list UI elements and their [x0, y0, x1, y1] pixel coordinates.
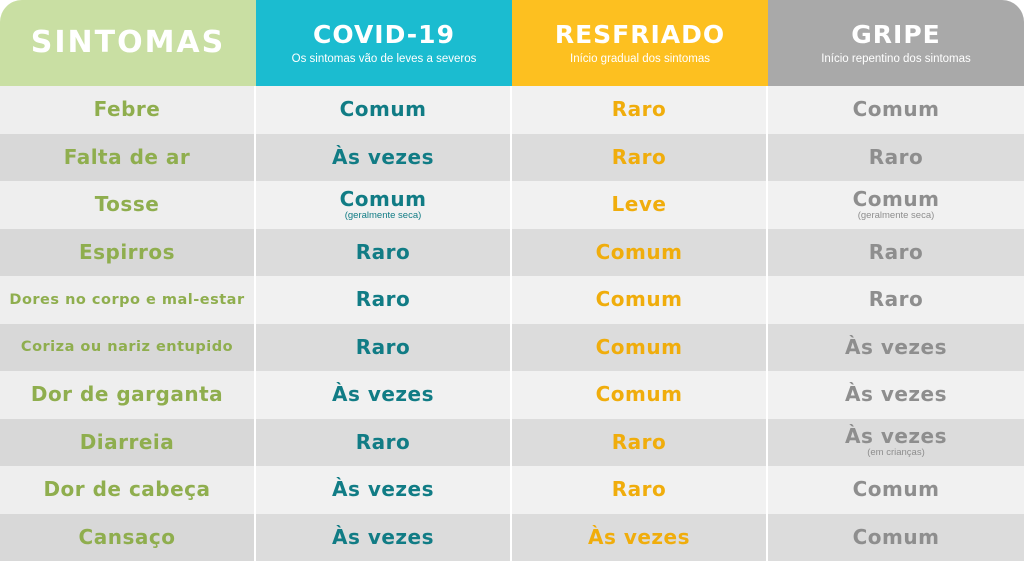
header-covid-subtitle: Os sintomas vão de leves a severos — [291, 52, 477, 65]
symptom-cell-text: Falta de ar — [63, 144, 191, 169]
cold-cell: Comum — [512, 323, 768, 371]
header-flu: GRIPE Início repentino dos sintomas — [768, 0, 1024, 86]
flu-cell-text: Comum — [852, 186, 940, 211]
header-cold-subtitle: Início gradual dos sintomas — [570, 52, 710, 65]
symptom-cell: Dores no corpo e mal-estar — [0, 276, 256, 324]
covid-cell-text: Comum — [339, 97, 427, 122]
cold-cell: Raro — [512, 418, 768, 466]
flu-cell-text: Raro — [868, 239, 924, 264]
flu-cell: Raro — [768, 276, 1024, 324]
symptom-cell: Febre — [0, 86, 256, 134]
cold-cell: Comum — [512, 276, 768, 324]
header-covid: COVID-19 Os sintomas vão de leves a seve… — [256, 0, 512, 86]
flu-cell-text: Às vezes — [844, 424, 948, 449]
flu-cell-note: (geralmente seca) — [857, 209, 935, 221]
flu-cell: Às vezes — [768, 323, 1024, 371]
symptom-cell: Dor de garganta — [0, 371, 256, 419]
flu-cell: Raro — [768, 133, 1024, 181]
symptom-cell: Dor de cabeça — [0, 466, 256, 514]
covid-cell: Comum (geralmente seca) — [256, 181, 512, 229]
flu-cell: Comum (geralmente seca) — [768, 181, 1024, 229]
symptom-cell-text: Cansaço — [78, 524, 176, 549]
symptom-cell: Espirros — [0, 228, 256, 276]
header-symptoms: SINTOMAS — [0, 0, 256, 86]
cold-cell: Leve — [512, 181, 768, 229]
cold-cell-text: Comum — [595, 382, 683, 407]
symptom-cell-text: Espirros — [78, 239, 176, 264]
covid-cell-text: Comum — [339, 186, 427, 211]
cold-cell-text: Comum — [595, 334, 683, 359]
covid-cell-text: Às vezes — [331, 524, 435, 549]
cold-cell: Comum — [512, 228, 768, 276]
covid-cell-text: Raro — [355, 287, 411, 312]
cold-cell-text: Raro — [611, 429, 667, 454]
cold-cell: Raro — [512, 86, 768, 134]
covid-cell-text: Às vezes — [331, 382, 435, 407]
cold-cell: Às vezes — [512, 513, 768, 561]
covid-cell: Às vezes — [256, 133, 512, 181]
flu-cell-text: Comum — [852, 477, 940, 502]
covid-cell: Às vezes — [256, 513, 512, 561]
header-flu-title: GRIPE — [851, 19, 941, 49]
flu-cell: Comum — [768, 466, 1024, 514]
flu-cell: Raro — [768, 228, 1024, 276]
covid-cell: Raro — [256, 228, 512, 276]
cold-cell: Comum — [512, 371, 768, 419]
header-symptoms-title: SINTOMAS — [30, 25, 226, 60]
cold-cell-text: Às vezes — [587, 524, 691, 549]
covid-cell-text: Raro — [355, 429, 411, 454]
flu-cell-text: Comum — [852, 97, 940, 122]
covid-cell-text: Raro — [355, 334, 411, 359]
cold-cell-text: Raro — [611, 144, 667, 169]
cold-cell-text: Comum — [595, 287, 683, 312]
covid-cell: Raro — [256, 418, 512, 466]
cold-cell-text: Raro — [611, 97, 667, 122]
symptom-cell: Falta de ar — [0, 133, 256, 181]
symptom-cell: Diarreia — [0, 418, 256, 466]
flu-cell: Comum — [768, 86, 1024, 134]
flu-cell-text: Comum — [852, 524, 940, 549]
symptom-cell-text: Dor de cabeça — [43, 477, 211, 502]
flu-cell-text: Raro — [868, 144, 924, 169]
cold-cell: Raro — [512, 466, 768, 514]
cold-cell-text: Leve — [611, 192, 667, 217]
cold-cell-text: Raro — [611, 477, 667, 502]
cold-cell: Raro — [512, 133, 768, 181]
symptom-cell-text: Tosse — [94, 192, 160, 217]
header-cold-title: RESFRIADO — [554, 19, 726, 49]
flu-cell-text: Às vezes — [844, 334, 948, 359]
flu-cell-text: Às vezes — [844, 382, 948, 407]
covid-cell: Comum — [256, 86, 512, 134]
header-cold: RESFRIADO Início gradual dos sintomas — [512, 0, 768, 86]
symptom-cell: Coriza ou nariz entupido — [0, 323, 256, 371]
covid-cell-note: (geralmente seca) — [344, 209, 422, 221]
header-covid-title: COVID-19 — [313, 19, 455, 49]
cold-cell-text: Comum — [595, 239, 683, 264]
covid-cell: Às vezes — [256, 466, 512, 514]
covid-cell: Às vezes — [256, 371, 512, 419]
symptom-cell-text: Dor de garganta — [30, 382, 224, 407]
covid-cell: Raro — [256, 276, 512, 324]
covid-cell-text: Raro — [355, 239, 411, 264]
symptom-cell-text: Febre — [93, 97, 161, 122]
symptom-cell: Cansaço — [0, 513, 256, 561]
flu-cell: Comum — [768, 513, 1024, 561]
symptom-cell-text: Dores no corpo e mal-estar — [9, 291, 245, 308]
covid-cell-text: Às vezes — [331, 477, 435, 502]
flu-cell-note: (em crianças) — [867, 447, 925, 459]
flu-cell: Às vezes (em crianças) — [768, 418, 1024, 466]
flu-cell: Às vezes — [768, 371, 1024, 419]
covid-cell: Raro — [256, 323, 512, 371]
symptom-cell-text: Diarreia — [79, 429, 175, 454]
symptom-cell-text: Coriza ou nariz entupido — [20, 339, 234, 356]
symptom-cell: Tosse — [0, 181, 256, 229]
header-flu-subtitle: Início repentino dos sintomas — [821, 52, 971, 65]
covid-cell-text: Às vezes — [331, 144, 435, 169]
flu-cell-text: Raro — [868, 287, 924, 312]
